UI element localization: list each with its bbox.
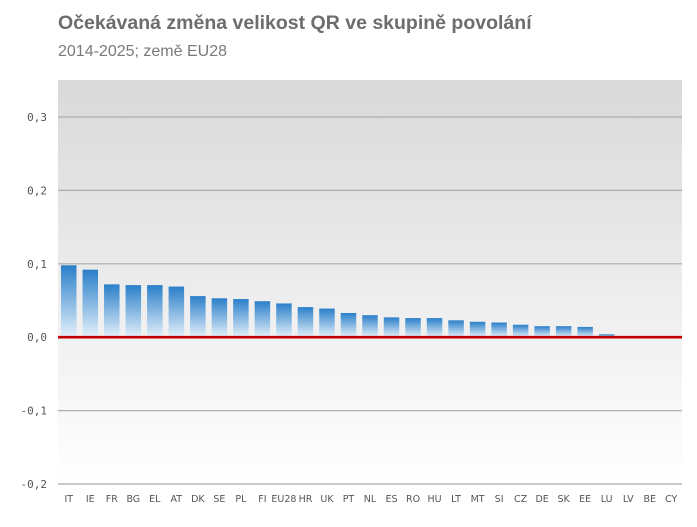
bar-PT — [340, 312, 357, 338]
bar-IT — [61, 265, 77, 338]
x-tick-label: IE — [86, 494, 95, 505]
y-axis-ticks: 0,3 0,2 0,1 0,0 -0,1 -0,2 — [21, 111, 48, 491]
x-tick-label: DK — [191, 494, 205, 505]
x-tick-label: CY — [665, 494, 677, 505]
x-tick-label: FR — [106, 494, 118, 505]
x-tick-label: LU — [601, 494, 613, 505]
bar-HR — [297, 307, 314, 338]
x-tick-label: HR — [299, 494, 313, 505]
x-tick-label: UK — [320, 494, 334, 505]
bar-DE — [534, 326, 550, 338]
bar-LT — [448, 320, 464, 338]
bar-SI — [491, 322, 507, 338]
bar-EL — [147, 285, 163, 338]
x-tick-label: EL — [149, 494, 161, 505]
x-tick-label: AT — [171, 494, 183, 505]
y-tick-label: -0,1 — [21, 405, 48, 418]
bar-IE — [82, 269, 99, 338]
bar-FR — [104, 284, 120, 338]
x-tick-label: SK — [558, 494, 571, 505]
bar-SE — [211, 298, 228, 338]
x-tick-label: MT — [471, 494, 485, 505]
y-tick-label: 0,0 — [27, 331, 47, 344]
x-tick-label: SE — [213, 494, 225, 505]
x-tick-label: HU — [427, 494, 441, 505]
y-tick-label: 0,2 — [27, 184, 47, 197]
bar-MT — [469, 321, 486, 338]
x-tick-label: BG — [126, 494, 140, 505]
x-tick-label: PT — [343, 494, 355, 505]
x-tick-label: NL — [364, 494, 377, 505]
x-tick-label: LT — [451, 494, 461, 505]
bar-ES — [383, 317, 400, 338]
x-tick-label: BE — [643, 494, 656, 505]
bar-LU — [598, 334, 615, 338]
x-tick-label: CZ — [514, 494, 528, 505]
bar-NL — [362, 315, 378, 338]
x-tick-label: ES — [385, 494, 397, 505]
bar-EE — [577, 326, 593, 338]
chart-subtitle: 2014-2025; země EU28 — [58, 43, 227, 60]
bar-SK — [555, 326, 572, 338]
bar-DK — [190, 296, 206, 338]
x-tick-label: EE — [579, 494, 591, 505]
bar-PL — [233, 299, 249, 338]
x-tick-label: FI — [258, 494, 266, 505]
bar-AT — [168, 286, 185, 338]
x-tick-label: LV — [623, 494, 634, 505]
bar-EU28 — [276, 303, 292, 338]
y-tick-label: -0,2 — [21, 478, 48, 491]
x-axis-ticks: IT IE FR BG EL AT DK SE PL FI EU28 HR UK PT NL ES RO HU LT… — [64, 494, 677, 505]
x-tick-label: EU28 — [271, 494, 296, 505]
x-tick-label: RO — [406, 494, 420, 505]
x-tick-label: PL — [235, 494, 247, 505]
chart-title: Očekávaná změna velikost QR ve skupině p… — [58, 12, 532, 34]
bar-FI — [254, 301, 271, 338]
bar-UK — [319, 308, 335, 338]
y-tick-label: 0,1 — [27, 258, 47, 271]
bar-RO — [405, 318, 421, 338]
plot-area — [58, 80, 682, 485]
bar-BG — [125, 285, 142, 338]
x-tick-label: SI — [495, 494, 504, 505]
bars — [61, 265, 615, 338]
bar-CZ — [512, 324, 529, 338]
y-tick-label: 0,3 — [27, 111, 47, 124]
x-tick-label: DE — [535, 494, 548, 505]
gridlines — [58, 116, 682, 485]
bar-HU — [426, 318, 443, 338]
x-tick-label: IT — [64, 494, 73, 505]
